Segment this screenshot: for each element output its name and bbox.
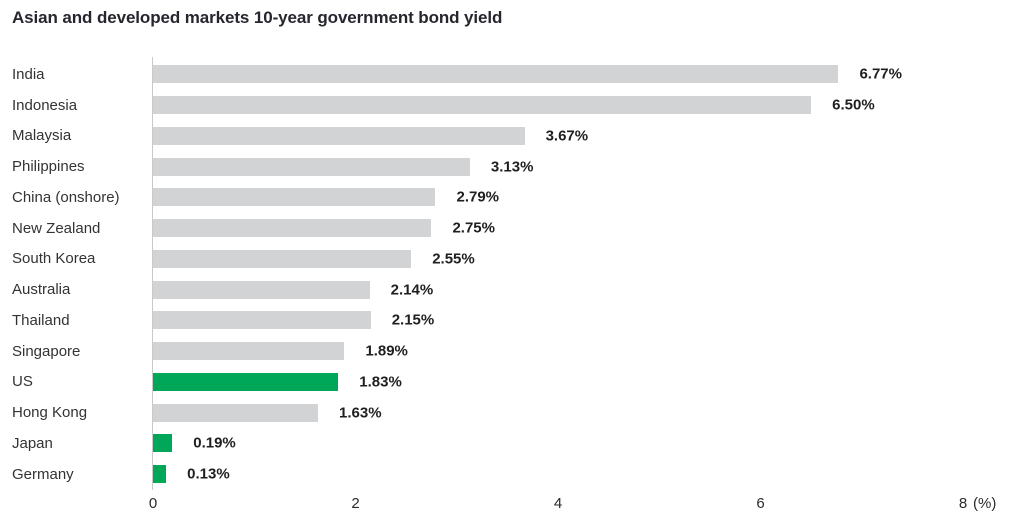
x-axis-tick: 4 <box>553 495 563 512</box>
bar-track: 3.67% <box>153 126 963 145</box>
bar-track: 0.19% <box>153 434 963 453</box>
x-axis-tick: 8 <box>958 495 968 512</box>
value-label: 1.83% <box>359 373 402 391</box>
value-label: 3.67% <box>545 127 589 145</box>
bar-highlighted <box>153 372 339 391</box>
value-label: 3.13% <box>490 158 534 176</box>
bar-row: New Zealand 2.75% <box>0 213 1023 244</box>
bar <box>153 65 839 84</box>
value-label: 6.50% <box>832 96 875 114</box>
bar-track: 2.15% <box>153 311 963 330</box>
bar-highlighted <box>153 434 173 453</box>
category-label: South Korea <box>12 250 96 268</box>
bar <box>153 188 436 207</box>
value-label: 1.89% <box>365 342 408 360</box>
bar-row: Hong Kong 1.63% <box>0 397 1023 428</box>
bar <box>153 280 370 299</box>
bar-track: 6.50% <box>153 96 963 115</box>
bar-track: 3.13% <box>153 157 963 176</box>
y-axis-line <box>152 57 153 490</box>
bar-row: China (onshore) 2.79% <box>0 182 1023 213</box>
category-label: Germany <box>12 465 74 483</box>
value-label: 1.63% <box>339 404 382 422</box>
bar <box>153 126 525 145</box>
bar-track: 2.75% <box>153 219 963 238</box>
value-label: 2.75% <box>452 219 495 237</box>
bar-rows: India 6.77% Indonesia 6.50% Malaysia 3.67% Phi… <box>0 59 1023 490</box>
value-label: 0.19% <box>193 434 236 452</box>
bar <box>153 403 319 422</box>
category-label: US <box>12 373 33 391</box>
value-label: 2.79% <box>456 188 500 206</box>
bar-highlighted <box>153 465 167 484</box>
value-label: 2.15% <box>391 311 435 329</box>
category-label: Singapore <box>12 342 81 360</box>
bar-track: 2.14% <box>153 280 963 299</box>
bar-track: 6.77% <box>153 65 963 84</box>
x-axis-tick: 0 <box>148 495 158 512</box>
bar-row: South Korea 2.55% <box>0 244 1023 275</box>
bar <box>153 342 345 361</box>
bar <box>153 249 412 268</box>
bar-row: Japan 0.19% <box>0 428 1023 459</box>
bar <box>153 311 371 330</box>
bar-row: Australia 2.14% <box>0 274 1023 305</box>
bar-track: 1.63% <box>153 403 963 422</box>
category-label: Malaysia <box>12 127 72 145</box>
bar-row: Malaysia 3.67% <box>0 121 1023 152</box>
bar <box>153 96 812 115</box>
category-label: Australia <box>12 281 71 299</box>
bar-row: India 6.77% <box>0 59 1023 90</box>
category-label: Philippines <box>12 158 85 176</box>
x-axis: 0 2 4 6 8 (%) <box>149 495 997 515</box>
value-label: 2.55% <box>432 250 475 268</box>
bar <box>153 157 470 176</box>
chart-title: Asian and developed markets 10-year gove… <box>12 8 503 27</box>
category-label: Indonesia <box>12 96 78 114</box>
bar-track: 1.83% <box>153 372 963 391</box>
category-label: India <box>12 65 45 83</box>
bar-track: 0.13% <box>153 465 963 484</box>
bar-track: 1.89% <box>153 342 963 361</box>
bar-row: Philippines 3.13% <box>0 151 1023 182</box>
bar-row: Thailand 2.15% <box>0 305 1023 336</box>
bar-row: Singapore 1.89% <box>0 336 1023 367</box>
category-label: New Zealand <box>12 219 101 237</box>
bar <box>153 219 432 238</box>
category-label: China (onshore) <box>12 188 120 206</box>
category-label: Thailand <box>12 311 70 329</box>
bar-track: 2.79% <box>153 188 963 207</box>
value-label: 6.77% <box>859 65 902 83</box>
x-axis-tick: 6 <box>756 495 765 512</box>
category-label: Japan <box>12 434 53 452</box>
value-label: 2.14% <box>390 281 434 299</box>
bar-row: US 1.83% <box>0 367 1023 398</box>
x-axis-unit-label: (%) <box>973 495 997 512</box>
bar-row: Germany 0.13% <box>0 459 1023 490</box>
bar-row: Indonesia 6.50% <box>0 90 1023 121</box>
x-axis-tick: 2 <box>351 495 360 512</box>
value-label: 0.13% <box>187 465 230 483</box>
category-label: Hong Kong <box>12 404 88 422</box>
bar-track: 2.55% <box>153 249 963 268</box>
